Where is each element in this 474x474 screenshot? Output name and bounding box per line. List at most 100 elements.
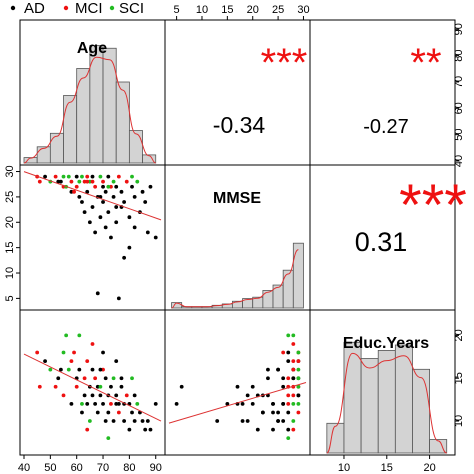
- scatter-point-mmse-vs-age: [116, 296, 121, 301]
- hist-bar-age: [49, 132, 64, 164]
- scatter-point-educ-vs-mmse: [215, 419, 220, 423]
- scatter-point-mmse-vs-age: [43, 174, 47, 179]
- scatter-point-mmse-vs-age: [114, 220, 119, 225]
- y-tick-label: 25: [4, 191, 16, 203]
- trend-line-educ-vs-age: [23, 353, 162, 422]
- scatter-point-educ-vs-mmse: [296, 384, 301, 389]
- scatter-point-educ-vs-age: [74, 384, 79, 389]
- scatter-point-educ-vs-age: [66, 367, 71, 372]
- corr-stars-age-educ: **: [410, 41, 441, 85]
- hist-bar-educ: [429, 439, 448, 454]
- histograms: [23, 45, 448, 454]
- scatter-point-educ-vs-age: [98, 393, 103, 398]
- scatter-point-mmse-vs-age: [122, 200, 127, 204]
- scatter-point-educ-vs-mmse: [296, 367, 301, 372]
- hist-bar-educ: [360, 358, 379, 454]
- y-tick-label: 10: [453, 415, 465, 427]
- scatter-point-educ-vs-mmse: [281, 419, 286, 423]
- scatter-point-educ-vs-mmse: [281, 402, 286, 406]
- corr-stars-mmse-educ: ***: [399, 173, 467, 238]
- scatter-point-educ-vs-mmse: [281, 384, 286, 389]
- x-tick-label: 40: [18, 462, 30, 474]
- hist-bar-age: [115, 81, 130, 164]
- scatter-point-mmse-vs-age: [98, 215, 103, 220]
- y-tick-label: 10: [4, 267, 16, 279]
- hist-bar-educ: [412, 368, 430, 454]
- legend: AD MCI SCI: [10, 0, 144, 17]
- scatter-point-educ-vs-mmse: [286, 393, 291, 398]
- scatter-point-educ-vs-mmse: [245, 419, 250, 423]
- scatter-point-mmse-vs-age: [124, 179, 129, 184]
- scatter-point-educ-vs-age: [58, 367, 63, 372]
- scatter-point-educ-vs-age: [37, 384, 42, 389]
- scatter-point-educ-vs-age: [111, 376, 116, 381]
- scatter-point-educ-vs-age: [153, 402, 158, 406]
- scatter-point-mmse-vs-age: [80, 200, 84, 204]
- scatter-point-mmse-vs-age: [58, 179, 63, 184]
- scatter-point-mmse-vs-age: [135, 179, 140, 184]
- x-tick-label: 60: [71, 462, 83, 474]
- scatter-point-mmse-vs-age: [132, 225, 137, 230]
- scatter-point-educ-vs-age: [64, 333, 69, 338]
- scatter-point-educ-vs-mmse: [291, 359, 296, 363]
- scatter-point-educ-vs-mmse: [250, 402, 255, 406]
- scatter-point-educ-vs-age: [124, 393, 129, 398]
- y-tick-label: 15: [453, 372, 465, 384]
- corr-value-age-mmse: -0.34: [213, 112, 266, 138]
- scatter-point-educ-vs-mmse: [260, 410, 265, 415]
- scatter-point-mmse-vs-age: [130, 184, 134, 189]
- scatter-point-mmse-vs-age: [109, 235, 113, 240]
- x-tick-label: 90: [150, 462, 162, 474]
- correlation-panels: -0.34 *** -0.27 ** 0.31 ***: [213, 41, 467, 257]
- scatter-point-educ-vs-age: [143, 427, 148, 432]
- scatter-point-mmse-vs-age: [148, 184, 153, 189]
- scatter-point-educ-vs-mmse: [291, 342, 296, 346]
- scatter-point-educ-vs-mmse: [240, 402, 245, 406]
- scatter-point-educ-vs-mmse: [296, 402, 301, 406]
- x-tick-label: 25: [272, 4, 284, 16]
- scatter-point-educ-vs-age: [106, 436, 111, 441]
- hist-bar-educ: [343, 341, 362, 454]
- scatter-point-educ-vs-age: [101, 350, 105, 355]
- scatter-point-mmse-vs-age: [90, 205, 95, 209]
- scatter-point-mmse-vs-age: [111, 195, 116, 199]
- scatter-point-educ-vs-mmse: [179, 384, 184, 389]
- scatter-point-mmse-vs-age: [101, 184, 105, 189]
- scatter-panels: [23, 171, 307, 441]
- scatter-point-mmse-vs-age: [74, 184, 79, 189]
- scatter-point-educ-vs-age: [90, 367, 95, 372]
- scatter-point-educ-vs-age: [85, 402, 90, 406]
- scatter-point-educ-vs-age: [82, 376, 87, 381]
- scatter-point-mmse-vs-age: [130, 174, 134, 179]
- x-tick-label: 70: [97, 462, 109, 474]
- scatter-point-mmse-vs-age: [111, 179, 116, 184]
- hist-bar-educ: [377, 349, 396, 454]
- scatter-point-mmse-vs-age: [77, 195, 82, 199]
- scatter-point-educ-vs-mmse: [281, 350, 286, 355]
- y-tick-label: 50: [453, 129, 465, 141]
- scatter-point-educ-vs-age: [35, 350, 40, 355]
- scatter-point-educ-vs-mmse: [291, 376, 296, 381]
- y-tick-label: 90: [453, 23, 465, 35]
- scatter-point-educ-vs-age: [53, 384, 58, 389]
- legend-marker-sci: [109, 5, 115, 11]
- scatter-point-mmse-vs-age: [145, 230, 150, 235]
- panel-frame-2-2: [309, 309, 456, 456]
- scatter-point-mmse-vs-age: [153, 235, 158, 240]
- scatter-point-educ-vs-mmse: [286, 436, 291, 441]
- hist-bar-age: [36, 146, 51, 164]
- trend-line-mmse-vs-age: [23, 171, 162, 221]
- scatter-point-educ-vs-age: [114, 393, 119, 398]
- scatter-point-educ-vs-mmse: [296, 350, 301, 355]
- x-tick-label: 5: [174, 4, 180, 16]
- scatter-point-educ-vs-age: [69, 359, 74, 363]
- legend-entry-mci: MCI: [75, 0, 103, 17]
- scatter-point-educ-vs-mmse: [245, 393, 250, 398]
- scatter-point-mmse-vs-age: [106, 184, 111, 189]
- scatter-point-educ-vs-mmse: [296, 410, 301, 415]
- scatter-point-educ-vs-age: [132, 419, 137, 423]
- legend-marker-ad: [10, 5, 16, 11]
- y-tick-label: 5: [4, 295, 16, 301]
- scatter-point-educ-vs-age: [48, 367, 53, 372]
- scatter-point-mmse-vs-age: [66, 174, 71, 179]
